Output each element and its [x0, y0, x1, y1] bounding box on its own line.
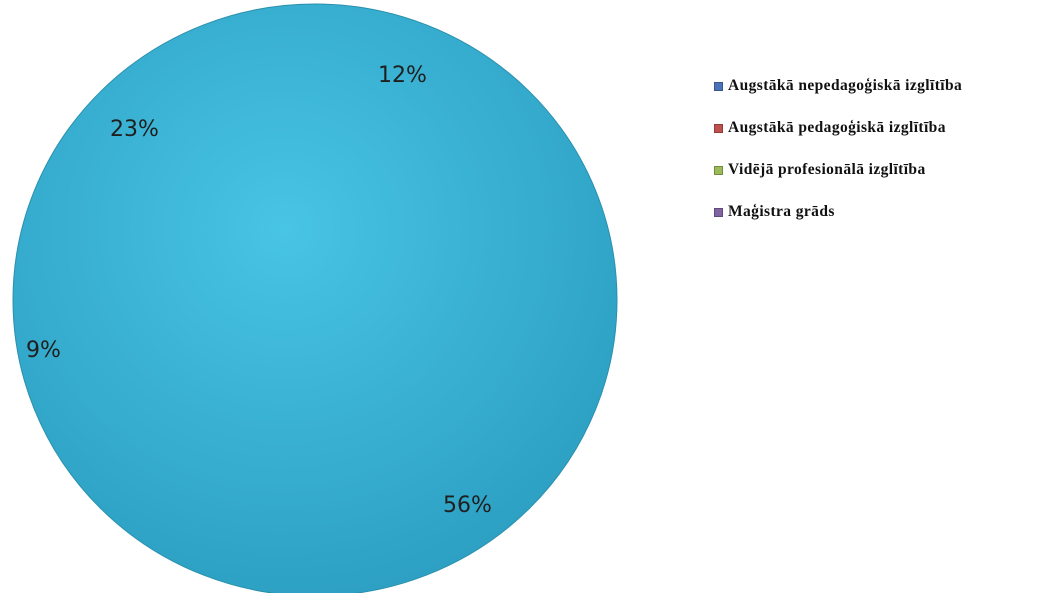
legend-label: Vidējā profesionālā izglītība — [728, 161, 926, 178]
legend-swatch — [714, 207, 723, 217]
legend-item: Augstākā nepedagoģiskā izglītība — [714, 76, 962, 96]
legend-label: Augstākā pedagoģiskā izglītība — [728, 119, 946, 136]
legend: Augstākā nepedagoģiskā izglītība Augstāk… — [714, 76, 962, 244]
slice-data-label: 9% — [26, 338, 61, 363]
legend-item: Augstākā pedagoģiskā izglītība — [714, 118, 962, 138]
legend-item: Vidējā profesionālā izglītība — [714, 160, 962, 180]
legend-label: Maģistra grāds — [728, 203, 835, 220]
legend-swatch — [714, 123, 723, 133]
legend-label: Augstākā nepedagoģiskā izglītība — [728, 77, 963, 94]
legend-swatch — [714, 81, 723, 91]
slice-data-label: 56% — [443, 493, 492, 518]
legend-item: Maģistra grāds — [714, 202, 962, 222]
pie-slice-area — [12, 3, 618, 593]
legend-swatch — [714, 165, 723, 175]
slice-data-label: 23% — [110, 117, 159, 142]
pie-chart-svg: 12% 23% 9% 56% — [12, 3, 618, 593]
pie-chart: 12% 23% 9% 56% — [12, 3, 618, 593]
slice-data-label: 12% — [378, 63, 427, 88]
